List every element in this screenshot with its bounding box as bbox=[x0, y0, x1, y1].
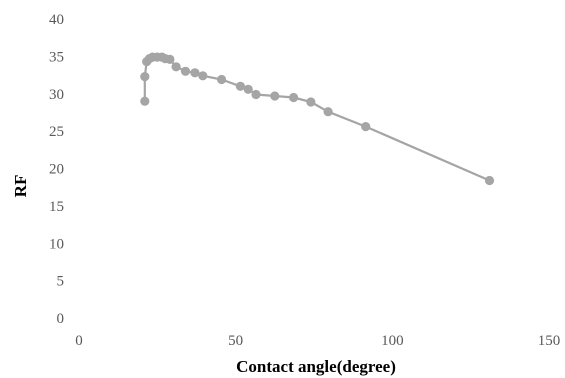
data-point bbox=[235, 81, 245, 91]
x-axis-title: Contact angle(degree) bbox=[236, 357, 396, 376]
data-point bbox=[165, 54, 175, 64]
data-point bbox=[217, 74, 227, 85]
data-point bbox=[198, 71, 208, 81]
y-tick-label: 0 bbox=[57, 311, 65, 327]
data-point bbox=[306, 97, 316, 107]
data-point bbox=[190, 68, 200, 78]
x-tick-labels: 0 50 100 150 bbox=[75, 333, 560, 349]
data-series bbox=[140, 52, 495, 186]
y-tick-label: 20 bbox=[49, 162, 64, 178]
x-tick-label: 150 bbox=[538, 333, 561, 349]
y-tick-label: 10 bbox=[49, 236, 64, 252]
data-point bbox=[180, 66, 191, 76]
y-tick-labels: 0 5 10 15 20 25 30 35 40 bbox=[49, 12, 64, 327]
y-tick-label: 40 bbox=[49, 12, 64, 28]
x-tick-label: 0 bbox=[75, 333, 83, 349]
y-tick-label: 30 bbox=[49, 87, 64, 103]
data-point bbox=[484, 175, 495, 186]
data-point bbox=[361, 122, 371, 132]
data-point bbox=[289, 92, 299, 103]
data-point bbox=[323, 107, 333, 117]
y-tick-label: 25 bbox=[49, 124, 64, 140]
x-tick-label: 50 bbox=[228, 333, 243, 349]
y-axis-title: RF bbox=[11, 175, 30, 198]
y-tick-label: 35 bbox=[49, 49, 64, 65]
data-point bbox=[270, 91, 280, 101]
y-tick-label: 5 bbox=[57, 274, 65, 290]
data-point bbox=[171, 62, 181, 72]
data-point bbox=[140, 96, 150, 106]
x-tick-label: 100 bbox=[381, 333, 404, 349]
data-point bbox=[251, 89, 261, 100]
data-point bbox=[140, 72, 150, 82]
data-point bbox=[243, 84, 253, 94]
y-tick-label: 15 bbox=[49, 199, 64, 215]
